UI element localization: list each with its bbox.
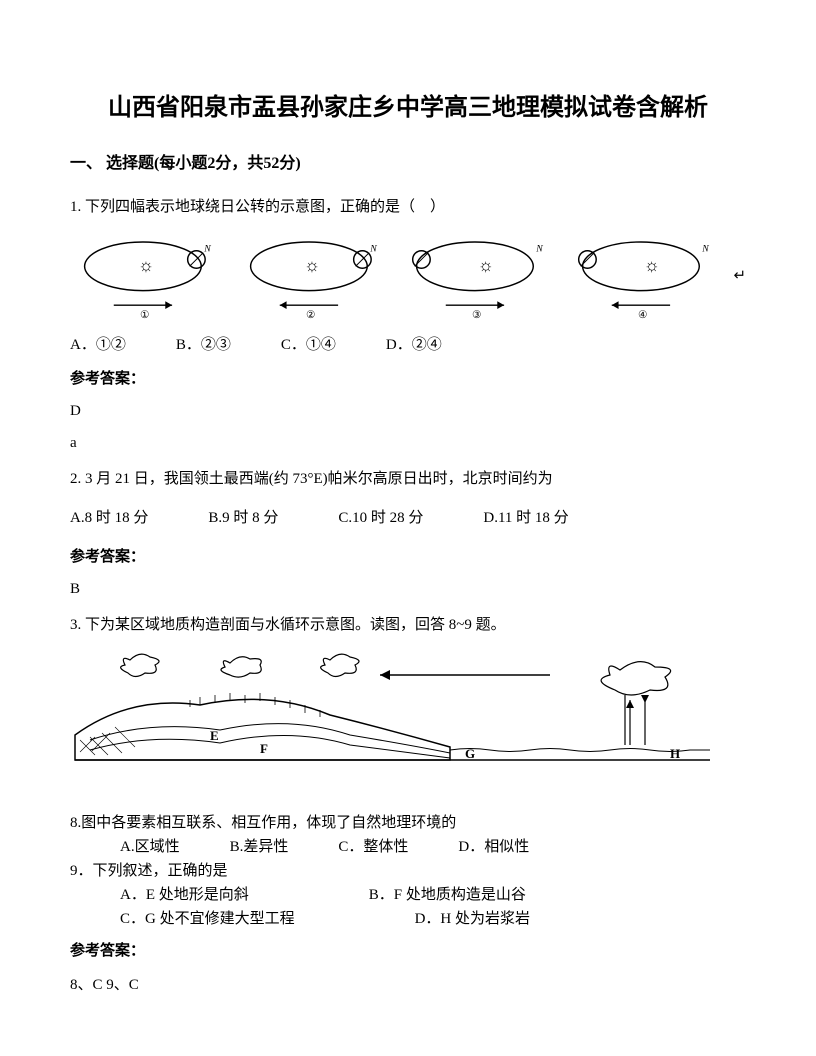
q1-options: A．①② B．②③ C．①④ D．②④: [70, 333, 746, 357]
geology-diagram: E F G H: [70, 645, 720, 795]
page-title: 山西省阳泉市盂县孙家庄乡中学高三地理模拟试卷含解析: [70, 90, 746, 126]
q9-opt-d: D．H 处为岩浆岩: [415, 907, 530, 931]
svg-text:H: H: [670, 746, 680, 761]
q2-opt-c: C.10 时 28 分: [338, 506, 423, 530]
svg-text:F: F: [260, 741, 268, 756]
q1-opt-b: B．②③: [176, 333, 231, 357]
q1-opt-c: C．①④: [281, 333, 336, 357]
svg-text:N: N: [701, 243, 709, 254]
svg-text:①: ①: [140, 308, 150, 320]
svg-text:☼: ☼: [478, 255, 494, 275]
q9-opt-a: A．E 处地形是向斜: [120, 883, 249, 907]
q1-answer-2: a: [70, 431, 746, 455]
q2-answer: B: [70, 577, 746, 601]
q8-options: A.区域性 B.差异性 C．整体性 D．相似性: [70, 835, 746, 859]
q2-opt-b: B.9 时 8 分: [208, 506, 278, 530]
q9-text: 9．下列叙述，正确的是: [70, 859, 746, 883]
q9-opt-c: C．G 处不宜修建大型工程: [120, 907, 295, 931]
svg-text:②: ②: [306, 308, 316, 320]
svg-text:N: N: [369, 243, 377, 254]
q8-text: 8.图中各要素相互联系、相互作用，体现了自然地理环境的: [70, 811, 746, 835]
q1-answer-label: 参考答案：: [70, 367, 746, 391]
svg-text:☼: ☼: [304, 255, 320, 275]
orbit-diagram-4: ☼ N ④: [568, 231, 714, 321]
question-2: 2. 3 月 21 日，我国领土最西端(约 73°E)帕米尔高原日出时，北京时间…: [70, 467, 746, 601]
svg-text:☼: ☼: [138, 255, 154, 275]
svg-text:N: N: [203, 243, 211, 254]
q2-answer-label: 参考答案：: [70, 545, 746, 569]
section-header: 一、 选择题(每小题2分，共52分): [70, 151, 746, 177]
q8-opt-a: A.区域性: [120, 835, 180, 859]
q1-diagrams: ☼ N ① ☼ N ② ☼ N ③: [70, 231, 746, 321]
orbit-diagram-1: ☼ N ①: [70, 231, 216, 321]
orbit-diagram-2: ☼ N ②: [236, 231, 382, 321]
q8-opt-d: D．相似性: [458, 835, 529, 859]
q2-opt-a: A.8 时 18 分: [70, 506, 148, 530]
q1-text: 1. 下列四幅表示地球绕日公转的示意图，正确的是（ ）: [70, 195, 746, 219]
svg-text:G: G: [465, 746, 475, 761]
q9-options: A．E 处地形是向斜 B．F 处地质构造是山谷 C．G 处不宜修建大型工程 D．…: [70, 883, 746, 931]
orbit-diagram-3: ☼ N ③: [402, 231, 548, 321]
svg-text:☼: ☼: [643, 255, 659, 275]
q2-opt-d: D.11 时 18 分: [483, 506, 568, 530]
q8-opt-b: B.差异性: [230, 835, 289, 859]
q3-answer: 8、C 9、C: [70, 973, 746, 997]
q9-opt-b: B．F 处地质构造是山谷: [369, 883, 526, 907]
svg-text:N: N: [535, 243, 543, 254]
svg-text:③: ③: [472, 308, 482, 320]
q1-answer-1: D: [70, 399, 746, 423]
q2-text: 2. 3 月 21 日，我国领土最西端(约 73°E)帕米尔高原日出时，北京时间…: [70, 467, 746, 491]
svg-text:④: ④: [638, 308, 648, 320]
q3-text: 3. 下为某区域地质构造剖面与水循环示意图。读图，回答 8~9 题。: [70, 613, 746, 637]
q2-options: A.8 时 18 分 B.9 时 8 分 C.10 时 28 分 D.11 时 …: [70, 506, 746, 530]
return-symbol: ↵: [733, 264, 746, 288]
question-3: 3. 下为某区域地质构造剖面与水循环示意图。读图，回答 8~9 题。: [70, 613, 746, 997]
q1-opt-d: D．②④: [386, 333, 442, 357]
q8-opt-c: C．整体性: [338, 835, 408, 859]
svg-text:E: E: [210, 728, 219, 743]
q3-answer-label: 参考答案：: [70, 939, 746, 963]
question-1: 1. 下列四幅表示地球绕日公转的示意图，正确的是（ ） ☼ N ① ☼ N ② …: [70, 195, 746, 455]
q1-opt-a: A．①②: [70, 333, 126, 357]
